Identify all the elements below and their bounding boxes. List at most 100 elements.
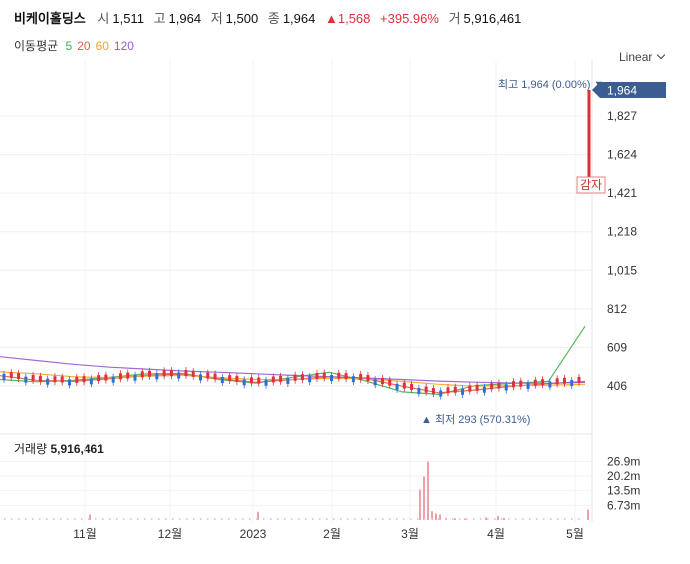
volume-bar (228, 518, 230, 520)
volume-bar (543, 518, 545, 520)
volume-bar (347, 518, 349, 520)
volume-bar (53, 518, 55, 520)
close-label: 종 (267, 11, 280, 26)
volume-bar (550, 518, 552, 520)
volume-bar (522, 518, 524, 520)
volume-bar (221, 518, 223, 520)
volume-bar (431, 511, 433, 520)
volume-bar (480, 518, 482, 520)
volume-bar (431, 518, 433, 520)
volume-bar (60, 518, 62, 520)
volume-bar (89, 514, 91, 520)
volume-bar (207, 518, 209, 520)
time-tick-label: 12월 (158, 527, 182, 541)
volume-panel-value: 5,916,461 (50, 442, 104, 456)
volume-bar (25, 518, 27, 520)
volume-bar (249, 518, 251, 520)
volume-tick-label: 20.2m (607, 469, 640, 483)
volume-bar (4, 518, 6, 520)
volume-bar (445, 518, 447, 520)
scale-mode-dropdown[interactable]: Linear (619, 50, 666, 64)
change-percent: +395.96% (380, 11, 439, 26)
open-label: 시 (97, 11, 110, 26)
volume-bar (242, 518, 244, 520)
volume-bar (564, 518, 566, 520)
halt-badge-box (576, 176, 606, 194)
moving-average-line-120 (0, 356, 586, 384)
volume-bar (102, 518, 104, 520)
volume-bar (151, 518, 153, 520)
volume-panel-label: 거래량 5,916,461 (14, 440, 104, 457)
halt-badge-label: 감자 (580, 178, 602, 192)
price-tick-label: 1,421 (607, 186, 637, 200)
volume-bar (130, 518, 132, 520)
volume-bar (235, 518, 237, 520)
scale-mode-label: Linear (619, 50, 653, 64)
volume-bar (109, 518, 111, 520)
volume-bar (39, 518, 41, 520)
low-label: 저 (210, 11, 223, 26)
volume-bar (172, 518, 174, 520)
volume-bar (427, 461, 429, 520)
volume-bar (396, 518, 398, 520)
price-tick-label: 1,827 (607, 109, 637, 123)
high-value: 1,964 (168, 11, 202, 26)
volume-bar (403, 518, 405, 520)
price-tick-label: 1,218 (607, 225, 637, 239)
moving-average-title: 이동평균 (14, 39, 59, 53)
stock-name: 비케이홀딩스 (14, 11, 86, 26)
close-value: 1,964 (282, 11, 316, 26)
moving-average-legend: 이동평균 5 20 60 120 (14, 37, 139, 54)
volume-bar (452, 518, 454, 520)
price-tick-label: 812 (607, 302, 627, 316)
volume-tick-label: 13.5m (607, 484, 640, 498)
current-price-label: 1,964 (607, 84, 637, 98)
volume-bar (464, 518, 466, 520)
volume-bar (503, 517, 505, 520)
volume-bar (74, 518, 76, 520)
current-price-badge (592, 82, 666, 98)
volume-bar (515, 518, 517, 520)
volume-tick-label: 6.73m (607, 498, 640, 512)
volume-bar (501, 518, 503, 520)
volume-bar (305, 518, 307, 520)
volume-bar (454, 518, 456, 520)
high-annotation: 최고 1,964 (0.00%) ▼ (498, 78, 604, 91)
volume-bar (46, 518, 48, 520)
volume-bar (270, 518, 272, 520)
price-tick-label: 406 (607, 379, 627, 393)
low-value: 1,500 (225, 11, 259, 26)
volume-bar (587, 509, 589, 520)
volume-bar (435, 513, 437, 520)
volume-bar (116, 518, 118, 520)
volume-bar (298, 518, 300, 520)
volume-bar (257, 511, 259, 520)
volume-bar (11, 518, 13, 520)
moving-average-20: 20 (77, 39, 91, 53)
time-tick-label: 4월 (487, 527, 505, 541)
volume-bar (67, 518, 69, 520)
volume-bar (439, 514, 441, 520)
volume-bar (326, 518, 328, 520)
volume-bar (179, 518, 181, 520)
volume-bar (361, 518, 363, 520)
volume-bar (419, 489, 421, 520)
volume-bar (277, 518, 279, 520)
volume-bar (144, 518, 146, 520)
moving-average-line-5 (0, 325, 586, 396)
time-tick-label: 2023 (240, 527, 267, 541)
volume-bar (438, 518, 440, 520)
volume-bar (368, 518, 370, 520)
volume-tick-label: 26.9m (607, 454, 640, 468)
volume-bar (536, 518, 538, 520)
volume-bar (497, 516, 499, 520)
volume-value: 5,916,461 (463, 11, 522, 26)
volume-bar (193, 518, 195, 520)
volume-bar (382, 518, 384, 520)
volume-bar (578, 518, 580, 520)
volume-bar (137, 518, 139, 520)
volume-bar (473, 518, 475, 520)
volume-label: 거 (448, 11, 461, 26)
volume-bar (466, 518, 468, 520)
volume-bar (158, 518, 160, 520)
